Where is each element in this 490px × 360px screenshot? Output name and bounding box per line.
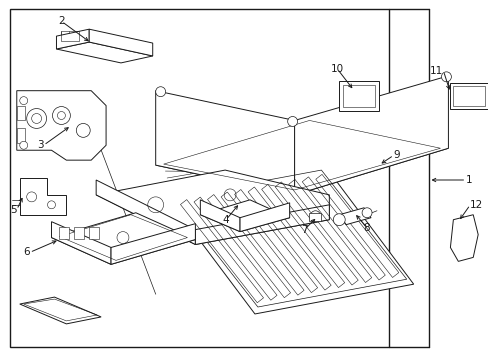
- Polygon shape: [51, 222, 111, 264]
- Polygon shape: [17, 91, 106, 160]
- Polygon shape: [166, 165, 414, 314]
- Bar: [453, 86, 485, 105]
- Text: 1: 1: [466, 175, 473, 185]
- Circle shape: [333, 214, 345, 226]
- Bar: [17, 105, 24, 121]
- Text: 3: 3: [37, 140, 44, 150]
- Bar: [59, 227, 70, 239]
- Text: 7: 7: [301, 225, 308, 235]
- Polygon shape: [156, 118, 448, 195]
- Circle shape: [362, 208, 372, 218]
- Circle shape: [441, 72, 451, 82]
- Polygon shape: [196, 205, 329, 244]
- Text: 5: 5: [10, 205, 17, 215]
- Text: 8: 8: [364, 222, 370, 233]
- Bar: [89, 227, 99, 239]
- Circle shape: [20, 141, 28, 149]
- Circle shape: [288, 117, 297, 126]
- Polygon shape: [111, 224, 196, 264]
- Polygon shape: [200, 200, 290, 231]
- Bar: [450, 83, 488, 109]
- Polygon shape: [450, 215, 478, 261]
- Text: 4: 4: [223, 215, 229, 225]
- Polygon shape: [51, 213, 196, 264]
- Bar: [17, 129, 24, 143]
- Polygon shape: [89, 29, 153, 56]
- Text: 9: 9: [394, 150, 400, 160]
- Polygon shape: [294, 76, 448, 195]
- Text: 6: 6: [23, 247, 30, 257]
- Polygon shape: [20, 297, 101, 324]
- Bar: [61, 31, 79, 41]
- Text: 12: 12: [470, 200, 484, 210]
- Circle shape: [311, 211, 320, 221]
- Text: 2: 2: [58, 16, 65, 26]
- Polygon shape: [96, 170, 329, 244]
- Circle shape: [20, 96, 28, 105]
- Polygon shape: [96, 180, 196, 244]
- Polygon shape: [339, 208, 371, 225]
- Polygon shape: [56, 42, 153, 63]
- Polygon shape: [240, 203, 290, 231]
- Bar: [74, 227, 84, 239]
- Circle shape: [156, 87, 166, 96]
- Polygon shape: [20, 178, 66, 215]
- Bar: [310, 213, 321, 221]
- Polygon shape: [156, 91, 294, 195]
- Polygon shape: [200, 200, 240, 231]
- Polygon shape: [56, 29, 89, 49]
- Bar: [339, 81, 379, 111]
- Text: 10: 10: [331, 64, 344, 74]
- Text: 11: 11: [430, 66, 443, 76]
- Bar: [343, 85, 375, 107]
